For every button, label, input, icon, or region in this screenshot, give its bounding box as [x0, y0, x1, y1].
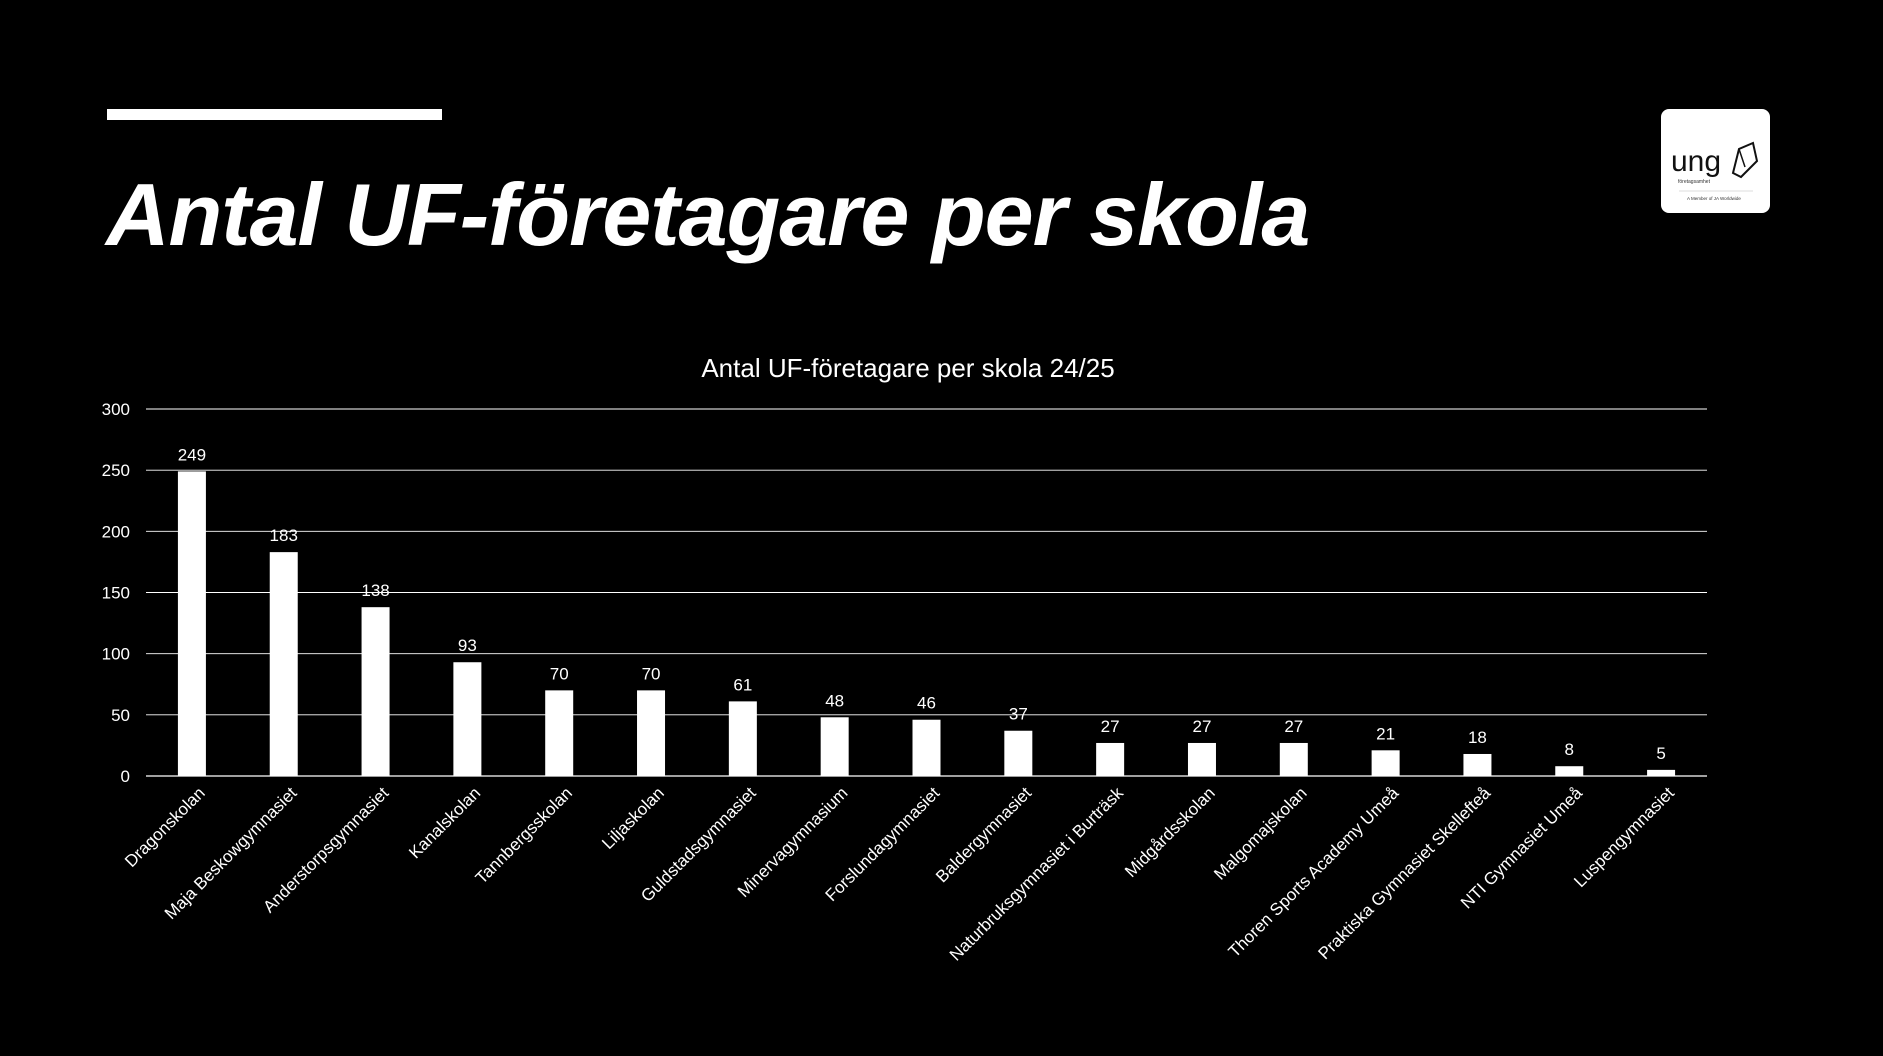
bar	[728, 701, 757, 776]
bars	[177, 471, 1676, 776]
data-labels: 249 183 138 93 70 70 61 48 46 37 27 27 27 21 18 8 5	[178, 445, 1666, 762]
category-label: Thoren Sports Academy Umeå	[1225, 783, 1403, 961]
bar	[177, 471, 206, 776]
y-tick-label: 100	[102, 645, 130, 664]
category-label: Midgårdsskolan	[1121, 783, 1219, 881]
y-tick-label: 50	[111, 706, 130, 725]
data-label: 183	[270, 526, 298, 545]
data-label: 70	[550, 664, 569, 683]
pen-nib-icon	[1731, 141, 1759, 179]
bar	[1555, 766, 1584, 776]
slide-title: Antal UF-företagare per skola	[106, 165, 1310, 264]
chart-title: Antal UF-företagare per skola 24/25	[701, 353, 1114, 383]
category-label: Dragonskolan	[121, 783, 209, 871]
logo-tagline: A Member of JA Worldwide	[1687, 196, 1741, 201]
category-label: Praktiska Gymnasiet Skellefteå	[1314, 783, 1494, 963]
bar	[1187, 742, 1216, 776]
logo: ung företagsamhet A Member of JA Worldwi…	[1671, 141, 1759, 201]
data-label: 8	[1565, 740, 1574, 759]
bar	[1371, 750, 1400, 776]
y-tick-label: 250	[102, 461, 130, 480]
data-label: 46	[917, 694, 936, 713]
category-label: Tannbergsskolan	[472, 783, 576, 887]
y-axis-ticks: 0 50 100 150 200 250 300	[102, 400, 130, 786]
data-label: 61	[733, 675, 752, 694]
data-label: 27	[1101, 717, 1120, 736]
data-label: 27	[1193, 717, 1212, 736]
title-accent-line	[107, 109, 442, 120]
bar	[269, 552, 298, 776]
data-label: 138	[361, 581, 389, 600]
category-label: Luspengymnasiet	[1570, 783, 1678, 891]
logo-subtitle: företagsamhet	[1678, 179, 1711, 185]
data-label: 70	[642, 664, 661, 683]
data-label: 27	[1284, 717, 1303, 736]
category-label: Baldergymnasiet	[932, 783, 1035, 886]
data-label: 21	[1376, 724, 1395, 743]
logo-card: ung företagsamhet A Member of JA Worldwi…	[1661, 109, 1770, 213]
data-label: 18	[1468, 728, 1487, 747]
data-label: 5	[1656, 744, 1665, 763]
bar	[1004, 730, 1033, 776]
bar	[912, 719, 941, 776]
y-tick-label: 300	[102, 400, 130, 419]
data-label: 48	[825, 691, 844, 710]
logo-wordmark: ung	[1671, 145, 1721, 178]
y-tick-label: 0	[121, 767, 130, 786]
category-label: Liljaskolan	[598, 783, 668, 853]
data-label: 249	[178, 445, 206, 464]
category-label: Malgomajskolan	[1210, 783, 1310, 883]
bar	[1096, 742, 1125, 776]
category-label: Kanalskolan	[405, 783, 484, 862]
bar	[820, 717, 849, 776]
bar	[1647, 769, 1676, 776]
bar	[1463, 753, 1492, 776]
category-label: Naturbruksgymnasiet i Burträsk	[946, 783, 1127, 964]
y-tick-label: 200	[102, 522, 130, 541]
bar	[361, 607, 390, 776]
bar	[1279, 742, 1308, 776]
y-tick-label: 150	[102, 584, 130, 603]
data-label: 37	[1009, 705, 1028, 724]
data-label: 93	[458, 636, 477, 655]
bar	[545, 690, 574, 776]
bar	[637, 690, 666, 776]
bar	[453, 662, 482, 776]
